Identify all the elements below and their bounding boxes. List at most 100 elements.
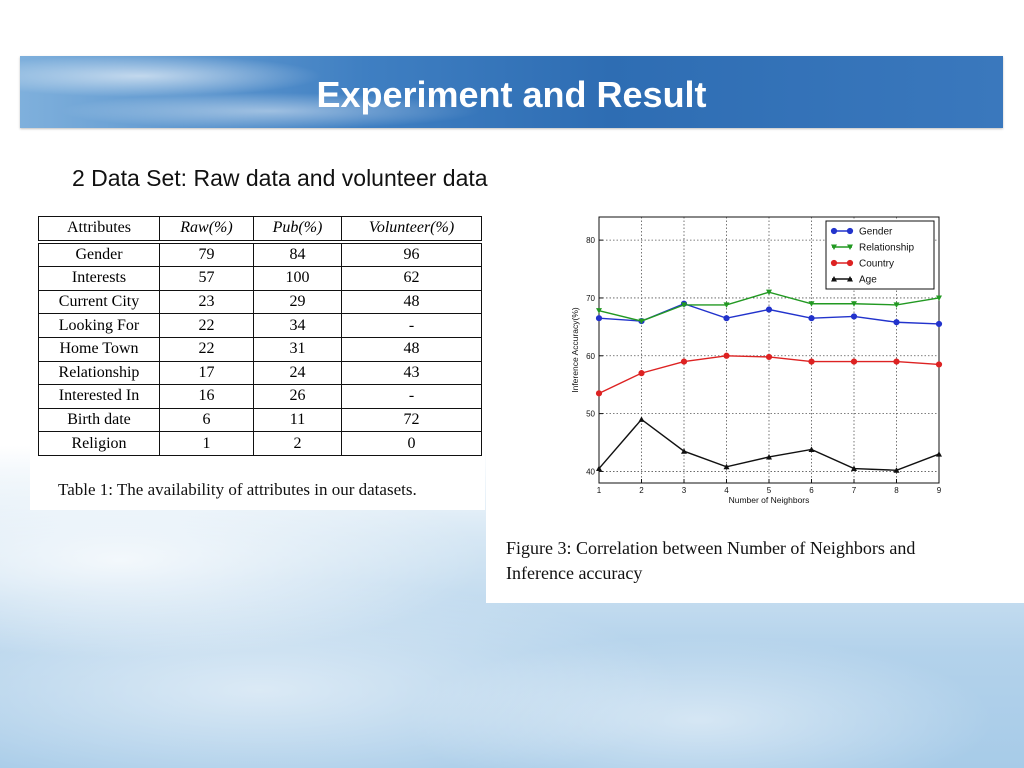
cell-raw: 17 bbox=[159, 360, 254, 386]
cell-volunteer: 48 bbox=[341, 289, 482, 315]
x-tick-label: 1 bbox=[597, 486, 602, 495]
x-tick-label: 8 bbox=[894, 486, 899, 495]
cell-raw: 16 bbox=[159, 384, 254, 409]
x-tick-label: 2 bbox=[639, 486, 644, 495]
cell-attribute: Gender bbox=[38, 241, 160, 268]
header-volunteer: Volunteer(%) bbox=[341, 215, 482, 244]
figure-caption-line1: Figure 3: Correlation between Number of … bbox=[506, 538, 916, 558]
cell-volunteer: 43 bbox=[341, 360, 482, 386]
data-point-relationship bbox=[766, 289, 772, 296]
data-point-gender bbox=[723, 315, 730, 322]
cell-attribute: Religion bbox=[38, 431, 160, 456]
data-point-age bbox=[893, 467, 900, 473]
table-caption: Table 1: The availability of attributes … bbox=[58, 480, 417, 499]
cell-raw: 22 bbox=[159, 336, 254, 362]
table-row: Interested In 16 26- bbox=[38, 384, 482, 409]
legend-marker-age bbox=[847, 276, 853, 282]
table-row: Gender 79 84 96 bbox=[38, 241, 482, 268]
y-tick-label: 80 bbox=[586, 236, 595, 245]
x-tick-label: 3 bbox=[682, 486, 687, 495]
cell-raw: 1 bbox=[159, 431, 254, 456]
data-point-relationship bbox=[936, 295, 942, 301]
cell-attribute: Looking For bbox=[38, 313, 160, 338]
figure-caption-line2: Inference accuracy bbox=[506, 563, 643, 583]
cell-volunteer: 48 bbox=[341, 336, 482, 362]
cell-pub: 2 bbox=[253, 431, 342, 456]
legend-marker-country bbox=[846, 259, 854, 267]
x-tick-label: 5 bbox=[767, 486, 772, 495]
cell-pub: 11 bbox=[253, 407, 342, 433]
cell-pub: 29 bbox=[253, 289, 342, 315]
cell-raw: 23 bbox=[159, 289, 254, 315]
table-panel: Attributes Raw(%) Pub(%) Volunteer(%) Ge… bbox=[30, 210, 485, 510]
cell-attribute: Home Town bbox=[38, 336, 160, 362]
line-chart: 1 2 3 4 5 6 7 8 9 40 50 60 70 80 Number of Neighbors In… bbox=[570, 216, 943, 505]
table-row: Relationship 17 24 43 bbox=[38, 360, 482, 386]
cell-attribute: Interests bbox=[38, 266, 160, 291]
table-row: Birth date 6 11 72 bbox=[38, 407, 482, 433]
data-point-age bbox=[681, 448, 687, 454]
x-tick-label: 9 bbox=[937, 486, 942, 495]
cell-raw: 57 bbox=[159, 266, 254, 291]
cell-pub: 26 bbox=[253, 384, 342, 409]
y-tick-label: 70 bbox=[586, 294, 595, 303]
x-tick-label: 4 bbox=[724, 486, 729, 495]
cell-raw: 79 bbox=[159, 241, 254, 268]
data-point-country bbox=[638, 370, 645, 377]
cell-volunteer: 0 bbox=[341, 431, 482, 456]
legend-marker-gender bbox=[830, 227, 838, 235]
data-point-gender bbox=[935, 320, 943, 328]
figure-panel: 1 2 3 4 5 6 7 8 9 40 50 60 70 80 Number of Neighbors In… bbox=[486, 203, 1024, 603]
legend-marker-age bbox=[831, 276, 837, 282]
cell-raw: 6 bbox=[159, 407, 254, 433]
data-point-gender bbox=[850, 313, 858, 320]
table-row: Religion 1 2 0 bbox=[38, 431, 482, 456]
data-point-relationship bbox=[681, 302, 687, 308]
cell-raw: 22 bbox=[159, 313, 254, 338]
slide-title: Experiment and Result bbox=[316, 74, 707, 115]
data-point-gender bbox=[808, 315, 815, 322]
cell-pub: 84 bbox=[253, 241, 342, 268]
data-point-relationship bbox=[808, 301, 815, 307]
cell-pub: 34 bbox=[253, 313, 342, 338]
data-point-relationship bbox=[596, 308, 602, 314]
data-point-country bbox=[765, 353, 773, 361]
header-raw: Raw(%) bbox=[159, 215, 254, 244]
attributes-table: Attributes Raw(%) Pub(%) Volunteer(%) Ge… bbox=[38, 215, 482, 456]
cell-volunteer: 72 bbox=[341, 407, 482, 433]
cell-attribute: Interested In bbox=[38, 384, 160, 409]
data-point-age bbox=[936, 451, 942, 457]
cell-attribute: Birth date bbox=[38, 407, 160, 433]
figure-caption: Figure 3: Correlation between Number of … bbox=[506, 536, 915, 586]
y-tick-label: 40 bbox=[586, 467, 595, 476]
data-point-age bbox=[766, 453, 772, 460]
legend-marker-relationship bbox=[831, 244, 837, 250]
slide-subtitle: 2 Data Set: Raw data and volunteer data bbox=[72, 165, 488, 191]
data-point-country bbox=[808, 358, 815, 365]
x-tick-label: 6 bbox=[809, 486, 814, 495]
legend-label-country: Country bbox=[859, 259, 894, 270]
data-point-gender bbox=[595, 315, 603, 322]
data-point-age bbox=[596, 465, 602, 472]
legend-label-gender: Gender bbox=[859, 227, 893, 238]
data-point-age bbox=[638, 416, 645, 422]
cell-pub: 24 bbox=[253, 360, 342, 386]
data-point-relationship bbox=[638, 318, 645, 325]
data-point-relationship bbox=[851, 301, 857, 307]
data-point-relationship bbox=[723, 302, 730, 308]
data-point-country bbox=[935, 361, 943, 368]
legend-marker-country bbox=[830, 259, 838, 267]
legend-box bbox=[825, 220, 935, 290]
data-point-country bbox=[850, 358, 858, 365]
table-row: Home Town 22 31 48 bbox=[38, 336, 482, 362]
y-tick-label: 60 bbox=[586, 352, 595, 361]
data-point-country bbox=[723, 352, 730, 359]
data-point-relationship bbox=[893, 302, 900, 308]
y-tick-label: 50 bbox=[586, 410, 595, 419]
cell-volunteer: 62 bbox=[341, 266, 482, 291]
legend-marker-gender bbox=[846, 227, 854, 235]
table-row: Current City 23 29 48 bbox=[38, 289, 482, 315]
x-tick-label: 7 bbox=[852, 486, 857, 495]
cell-volunteer: - bbox=[341, 384, 482, 409]
data-point-country bbox=[680, 358, 688, 365]
